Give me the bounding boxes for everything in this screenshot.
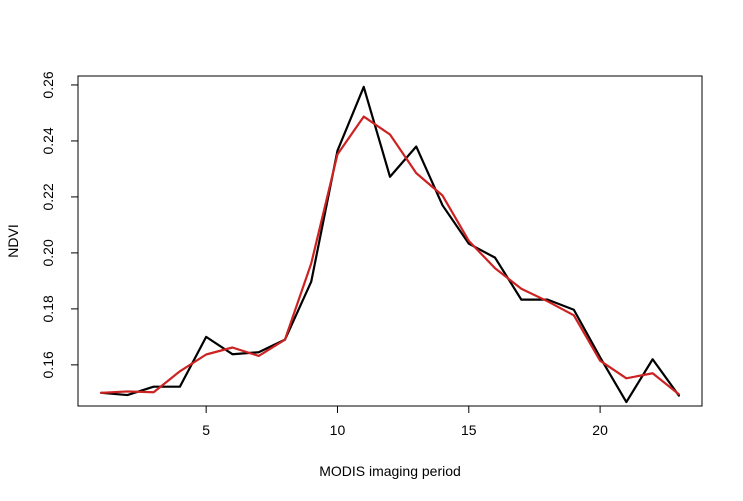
y-tick-label: 0.22 <box>40 183 56 210</box>
x-tick-label: 15 <box>461 422 477 438</box>
y-tick-label: 0.24 <box>40 127 56 154</box>
y-tick-label: 0.20 <box>40 239 56 266</box>
plot-frame <box>77 75 703 407</box>
x-tick-label: 20 <box>592 422 608 438</box>
x-tick-label: 10 <box>330 422 346 438</box>
y-tick-label: 0.26 <box>40 71 56 98</box>
y-tick-label: 0.18 <box>40 295 56 322</box>
y-axis: 0.16 0.18 0.20 0.22 0.24 0.26 <box>40 71 78 378</box>
series-line-1 <box>100 85 680 404</box>
y-axis-title: NDVI <box>5 224 21 257</box>
series-layer <box>100 85 680 404</box>
x-tick-label: 5 <box>202 422 210 438</box>
y-tick-label: 0.16 <box>40 351 56 378</box>
x-axis: 5 10 15 20 <box>202 406 608 438</box>
series-line-2 <box>100 115 680 396</box>
x-axis-title: MODIS imaging period <box>319 463 461 479</box>
